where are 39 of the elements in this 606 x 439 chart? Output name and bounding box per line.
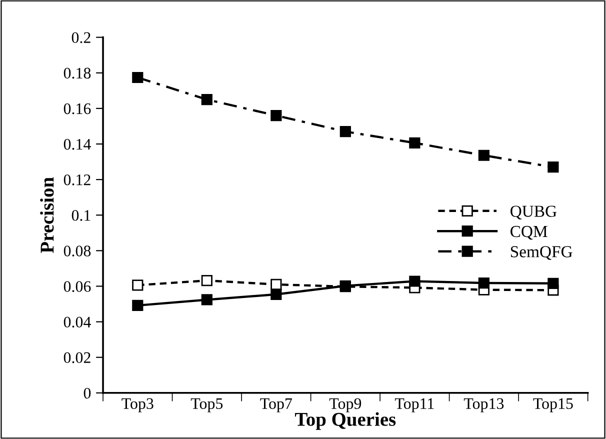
point (270, 278, 282, 290)
y-tick-label: 0 (84, 388, 91, 399)
y-tick-label: 0.02 (64, 352, 90, 364)
point (409, 276, 420, 287)
y-tick-label: 0.14 (64, 138, 91, 150)
point (478, 277, 490, 289)
x-axis-title: Top Queries (295, 412, 396, 430)
legend-label: SemQFG (510, 246, 572, 260)
x-tick-label: Top3 (122, 398, 154, 412)
point (201, 294, 212, 306)
x-tick-label: Top11 (394, 398, 434, 412)
y-tick-label: 0.18 (64, 68, 91, 79)
legend-label: CQM (510, 226, 548, 240)
y-tick-label: 0.12 (64, 174, 90, 186)
point (270, 110, 282, 122)
y-tick-label: 0.1 (72, 210, 90, 221)
point (132, 300, 144, 311)
x-tick-label: Top9 (329, 398, 362, 412)
point (132, 280, 144, 291)
y-tick-label: 0.06 (64, 281, 91, 292)
y-tick-label: 0.16 (64, 103, 91, 114)
x-tick-label: Top5 (190, 398, 223, 412)
x-tick-label: Top13 (464, 398, 504, 412)
y-axis-title: Precision (40, 177, 54, 253)
point (201, 94, 212, 106)
y-tick-label: 0.2 (72, 32, 90, 44)
point (201, 274, 212, 286)
point (478, 150, 490, 161)
point (548, 162, 559, 173)
point (340, 126, 351, 138)
legend-label: QUBG (510, 206, 557, 220)
y-tick-label: 0.08 (64, 246, 91, 256)
point (270, 288, 282, 300)
x-tick-label: Top15 (533, 398, 573, 412)
y-tick-label: 0.04 (64, 316, 91, 328)
point (132, 72, 144, 84)
point (548, 278, 559, 289)
x-tick-label: Top7 (260, 398, 292, 412)
point (409, 137, 420, 148)
